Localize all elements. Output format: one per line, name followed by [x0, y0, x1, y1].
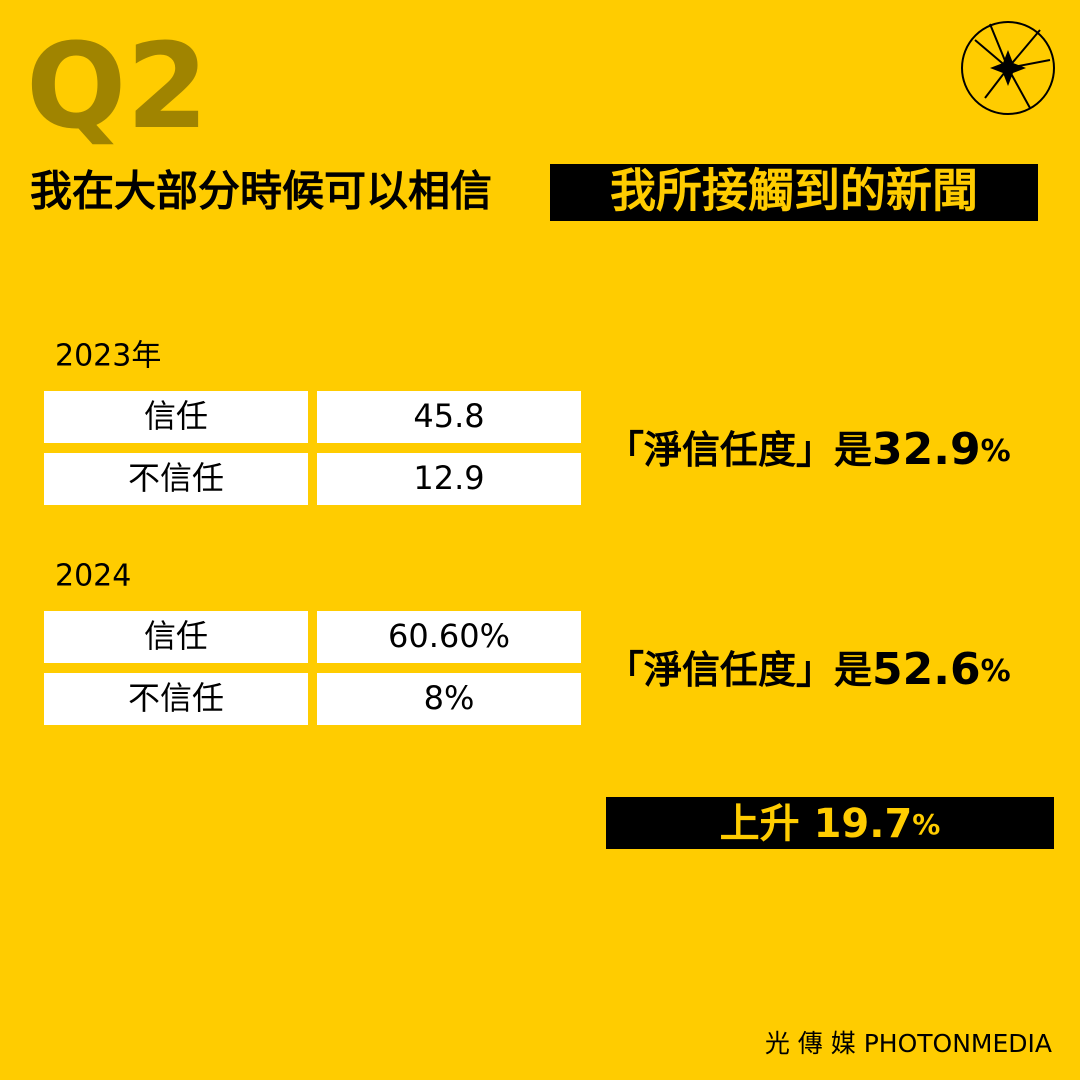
logo-rays [974, 23, 1051, 109]
row-value: 8% [424, 679, 475, 717]
row-label: 信任 [144, 617, 208, 655]
change-unit: % [912, 808, 940, 841]
row-value: 60.60% [388, 617, 510, 655]
summary-unit: % [981, 654, 1011, 689]
row-label: 信任 [144, 397, 208, 435]
change-box [606, 797, 1054, 849]
year-label: 2023年 [55, 339, 161, 374]
row-value: 12.9 [413, 459, 484, 497]
logo [961, 21, 1055, 115]
summary: 「淨信任度」是32.9% [606, 424, 1011, 475]
change-value: 19.7 [814, 801, 913, 847]
brand-en: PHOTONMEDIA [864, 1029, 1052, 1058]
row-label: 不信任 [128, 459, 224, 497]
row-label: 不信任 [128, 679, 224, 717]
logo-star [990, 50, 1026, 86]
question-tag: Q2 [26, 17, 208, 155]
summary-unit: % [981, 434, 1011, 469]
table-cell [317, 453, 581, 505]
table-cell [44, 453, 308, 505]
summary-prefix: 「淨信任度」是 [606, 648, 872, 692]
summary-value: 52.6 [872, 644, 981, 695]
table-cell [44, 391, 308, 443]
table-cell [317, 391, 581, 443]
brand-cn: 光 傳 媒 [765, 1029, 856, 1058]
summary-prefix: 「淨信任度」是 [606, 428, 872, 472]
summary: 「淨信任度」是52.6% [606, 644, 1011, 695]
summary-value: 32.9 [872, 424, 981, 475]
table-cell [44, 611, 308, 663]
title-highlight: 我所接觸到的新聞 [610, 164, 978, 218]
year-label: 2024 [55, 559, 131, 594]
logo-ring [961, 21, 1055, 115]
change-text: 上升 19.7% [720, 801, 941, 847]
footer: 光 傳 媒 PHOTONMEDIA [765, 1029, 1052, 1058]
title-highlight-box [550, 164, 1038, 221]
title: 我在大部分時候可以相信 [30, 167, 492, 216]
table-cell [317, 673, 581, 725]
table-cell [317, 611, 581, 663]
table-cell [44, 673, 308, 725]
change-label: 上升 [720, 801, 800, 847]
row-value: 45.8 [413, 397, 484, 435]
